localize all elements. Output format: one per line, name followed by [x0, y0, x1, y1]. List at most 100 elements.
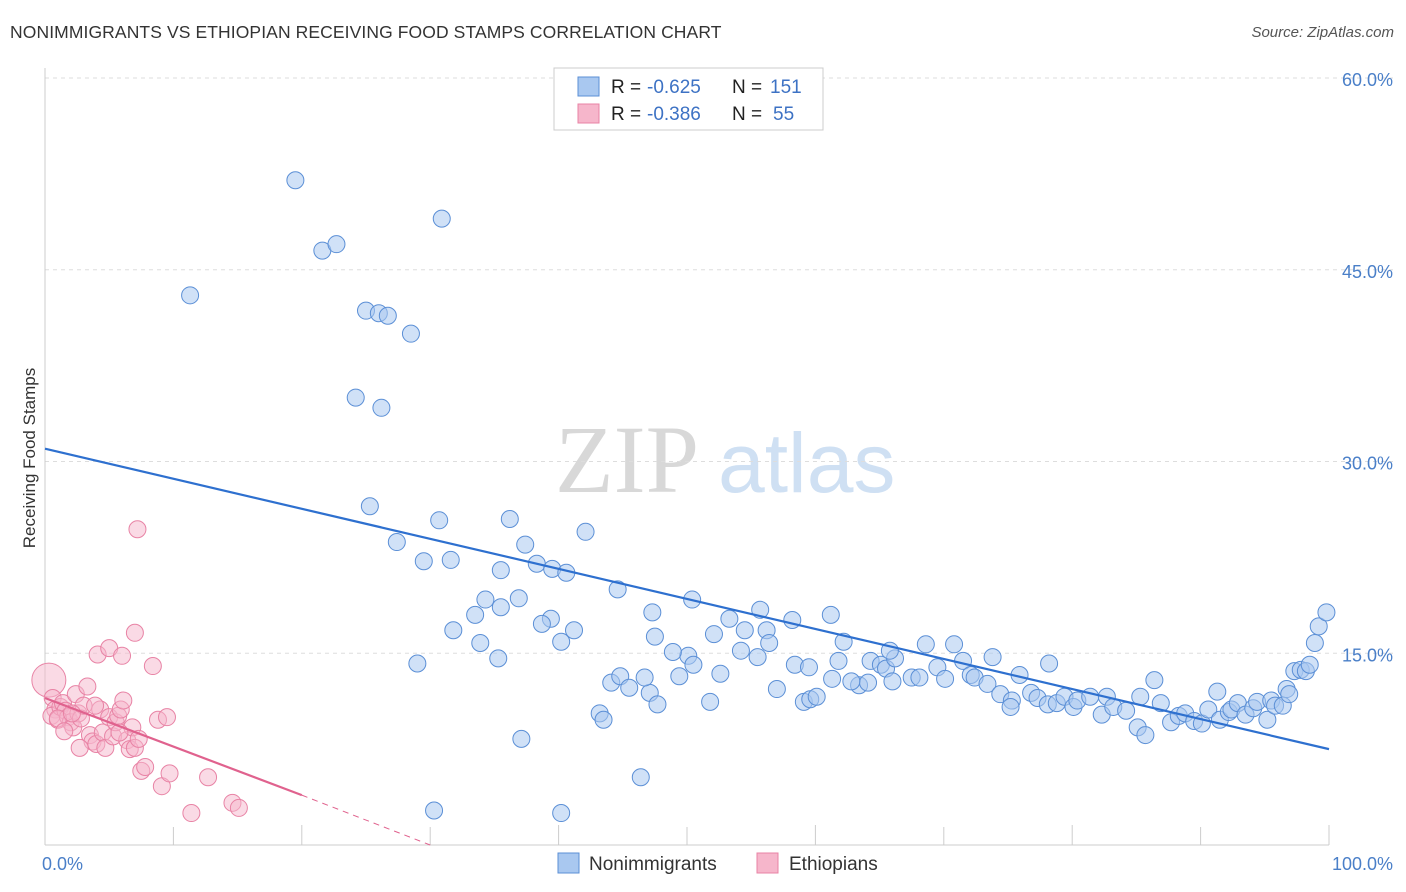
data-point: [735, 621, 754, 640]
y-tick-labels: 15.0% 30.0% 45.0% 60.0%: [1342, 70, 1393, 665]
data-point: [471, 634, 490, 653]
data-point: [128, 520, 147, 539]
data-point: [645, 627, 664, 646]
data-point: [432, 209, 451, 228]
legend-n-label-2: N =: [732, 104, 762, 125]
data-point: [643, 603, 662, 622]
series-ethiopians: [31, 520, 248, 823]
watermark: ZIP atlas: [555, 406, 895, 513]
legend-n-label-1: N =: [732, 77, 762, 98]
data-point: [55, 722, 74, 741]
data-point: [182, 804, 201, 823]
data-point: [576, 522, 595, 541]
data-point: [286, 171, 305, 190]
data-point: [466, 605, 485, 624]
y-tick-label: 45.0%: [1342, 262, 1393, 282]
data-point: [509, 589, 528, 608]
data-point: [648, 695, 667, 714]
data-point: [823, 669, 842, 688]
data-point: [859, 673, 878, 692]
data-point: [883, 672, 902, 691]
data-point: [842, 672, 861, 691]
data-point: [983, 648, 1002, 667]
data-point: [916, 635, 935, 654]
data-point: [767, 680, 786, 699]
data-point: [512, 729, 531, 748]
x-tick-labels: 0.0% 100.0%: [42, 854, 1393, 874]
y-axis-label: Receiving Food Stamps: [20, 368, 39, 548]
x-tick-label-end: 100.0%: [1332, 854, 1393, 874]
data-point: [978, 674, 997, 693]
grid-lines: [45, 77, 1394, 654]
data-point: [1305, 634, 1324, 653]
data-point: [327, 235, 346, 254]
data-point: [1117, 701, 1136, 720]
data-point: [731, 641, 750, 660]
data-point: [910, 668, 929, 687]
data-point: [711, 664, 730, 683]
legend-r-value-1: -0.625: [647, 77, 701, 98]
data-point: [70, 738, 89, 757]
legend-swatch-ethiopians: [577, 103, 600, 124]
data-point: [136, 758, 155, 777]
data-point: [821, 605, 840, 624]
legend-n-value-2: 55: [773, 104, 794, 125]
data-point: [401, 324, 420, 343]
data-point: [799, 658, 818, 677]
data-point: [670, 667, 689, 686]
y-tick-label: 30.0%: [1342, 454, 1393, 474]
data-point: [444, 621, 463, 640]
data-point: [181, 286, 200, 305]
data-point: [704, 625, 723, 644]
data-point: [500, 510, 519, 529]
data-point: [86, 696, 105, 715]
bottom-legend-ethiopians: Ethiopians: [789, 854, 878, 875]
data-point: [160, 764, 179, 783]
y-tick-label: 60.0%: [1342, 70, 1393, 90]
data-point: [378, 306, 397, 325]
watermark-atlas: atlas: [718, 416, 895, 510]
data-point: [78, 677, 97, 696]
data-point: [114, 691, 133, 710]
data-point: [532, 614, 551, 633]
data-point: [684, 655, 703, 674]
x-tick-label-start: 0.0%: [42, 854, 83, 874]
data-point: [387, 533, 406, 552]
data-point: [635, 668, 654, 687]
watermark-zip: ZIP: [555, 406, 699, 513]
data-point: [701, 692, 720, 711]
data-point: [829, 651, 848, 670]
data-point: [125, 623, 144, 642]
data-point: [1258, 710, 1277, 729]
data-point: [1151, 694, 1170, 713]
data-point: [663, 642, 682, 661]
data-point: [594, 710, 613, 729]
y-tick-label: 15.0%: [1342, 645, 1393, 665]
data-point: [360, 497, 379, 516]
data-point: [631, 768, 650, 787]
data-point: [491, 561, 510, 580]
data-point: [565, 621, 584, 640]
data-point: [1145, 671, 1164, 690]
legend-r-label-1: R =: [611, 77, 641, 98]
data-point: [199, 768, 218, 787]
data-point: [1317, 603, 1336, 622]
data-point: [760, 634, 779, 653]
data-point: [807, 687, 826, 706]
data-point: [1280, 685, 1299, 704]
data-point: [1208, 682, 1227, 701]
legend-r-label-2: R =: [611, 104, 641, 125]
data-point: [143, 657, 162, 676]
bottom-legend-swatch-nonimmigrants: [557, 852, 580, 874]
bottom-legend-nonimmigrants: Nonimmigrants: [589, 854, 717, 875]
data-point: [372, 398, 391, 417]
trend-lines: [44, 447, 1330, 846]
data-point: [1136, 726, 1155, 745]
legend-n-value-1: 151: [770, 77, 802, 98]
data-point: [552, 632, 571, 651]
data-point: [441, 550, 460, 569]
data-point: [620, 678, 639, 697]
legend-r-value-2: -0.386: [647, 104, 701, 125]
source-label: Source: ZipAtlas.com: [1251, 24, 1394, 41]
